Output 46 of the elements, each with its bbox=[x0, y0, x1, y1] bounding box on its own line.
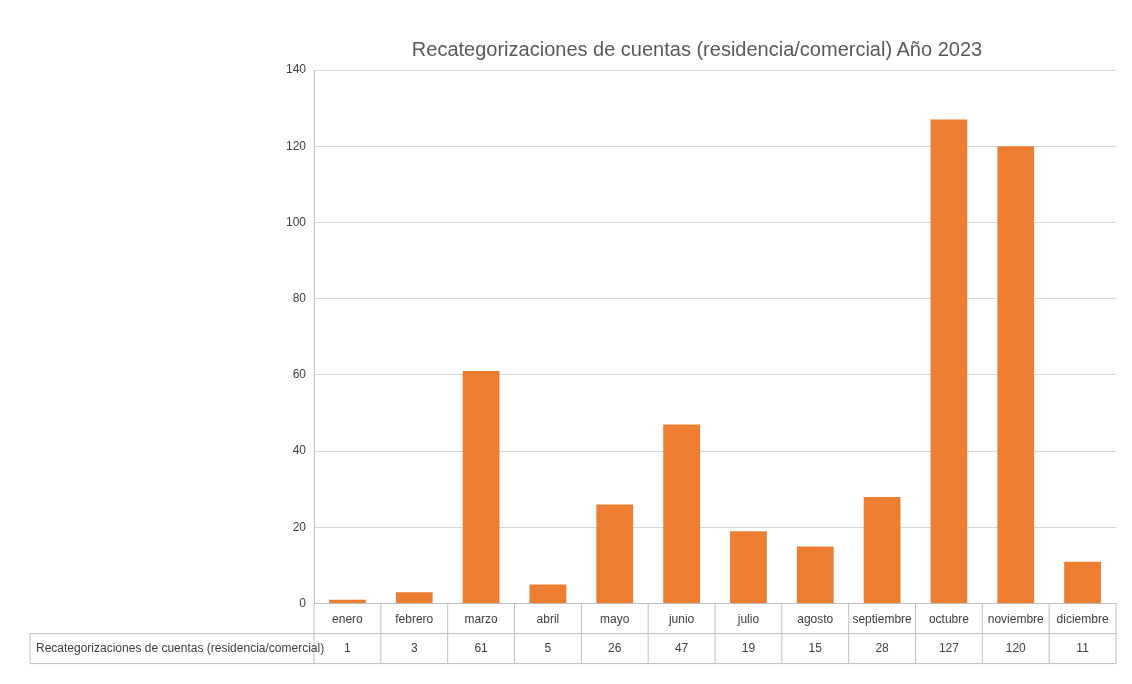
data-label: 5 bbox=[544, 640, 552, 655]
y-tick-label: 80 bbox=[292, 291, 307, 305]
y-tick-label: 120 bbox=[285, 138, 307, 153]
bar bbox=[329, 599, 366, 604]
y-tick-label: 20 bbox=[292, 519, 307, 534]
bar bbox=[663, 424, 700, 604]
y-tick-label: 40 bbox=[292, 443, 307, 458]
bar bbox=[1064, 561, 1101, 604]
x-tick-label: agosto bbox=[797, 612, 834, 627]
x-tick-label: junio bbox=[667, 612, 695, 627]
y-tick-label: 140 bbox=[285, 62, 307, 77]
data-label: 61 bbox=[474, 640, 489, 655]
y-tick-label: 100 bbox=[285, 214, 307, 229]
chart-title: Recategorizaciones de cuentas (residencia/comercial) Año 2023 bbox=[411, 37, 983, 60]
data-label: 127 bbox=[938, 640, 960, 655]
data-label: 11 bbox=[1076, 640, 1090, 655]
bar bbox=[863, 496, 901, 604]
data-label: 120 bbox=[1005, 640, 1027, 655]
x-tick-label: noviembre bbox=[987, 612, 1045, 627]
bar bbox=[596, 504, 634, 604]
text: Recategorizaciones de cuentas (residencia/comercial) bbox=[36, 640, 325, 655]
y-tick-label: 60 bbox=[292, 367, 307, 382]
x-tick-label: febrero bbox=[395, 612, 434, 627]
data-label: 26 bbox=[608, 640, 622, 655]
bar bbox=[796, 546, 834, 604]
bar bbox=[395, 592, 433, 604]
x-tick-label: marzo bbox=[464, 612, 499, 627]
bar bbox=[997, 146, 1035, 604]
bar bbox=[462, 371, 500, 604]
data-label: 1 bbox=[344, 640, 352, 655]
data-label: 28 bbox=[875, 640, 890, 655]
data-label: 15 bbox=[808, 640, 823, 655]
x-tick-label: mayo bbox=[600, 612, 630, 627]
data-label: 47 bbox=[674, 640, 689, 655]
x-tick-label: julio bbox=[736, 612, 760, 627]
y-tick-label: 0 bbox=[299, 595, 307, 610]
bar bbox=[529, 584, 567, 604]
x-tick-label: octubre bbox=[928, 612, 970, 627]
data-label: 19 bbox=[741, 640, 756, 655]
x-tick-label: abril bbox=[536, 612, 560, 627]
x-tick-label: septiembre bbox=[852, 612, 913, 627]
x-tick-label: enero bbox=[332, 612, 364, 627]
bar bbox=[930, 119, 968, 604]
data-label: 3 bbox=[410, 640, 418, 655]
bar bbox=[730, 531, 767, 604]
x-tick-label: diciembre bbox=[1056, 612, 1109, 627]
